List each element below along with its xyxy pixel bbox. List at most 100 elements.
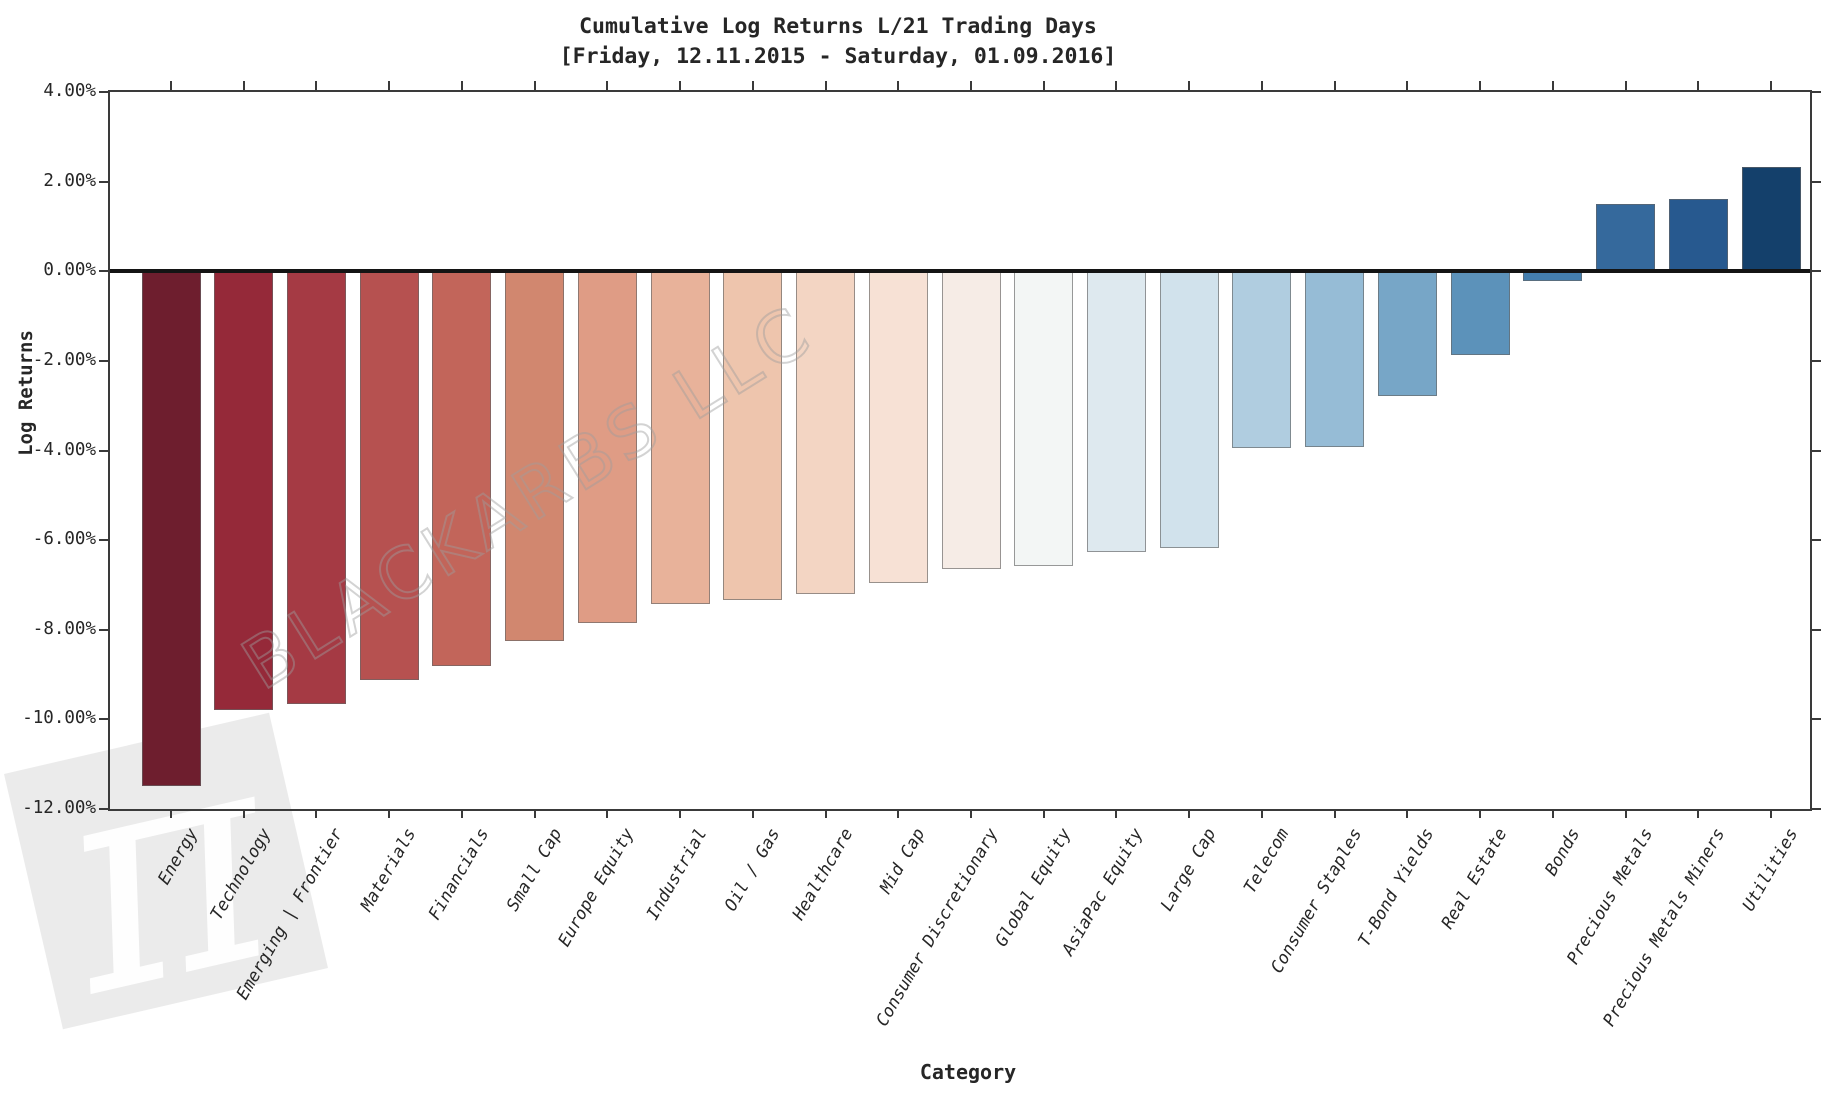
x-tick-top [679, 81, 682, 90]
x-tick-top [1042, 81, 1045, 90]
x-tick-bottom [1406, 809, 1409, 818]
x-tick-top [1624, 81, 1627, 90]
x-tick-label: Large Cap [1157, 825, 1221, 915]
y-tick-label: 2.00% [43, 170, 96, 191]
y-tick-right [1812, 539, 1821, 542]
x-tick-bottom [897, 809, 900, 818]
x-tick-label: Industrial [642, 825, 712, 924]
y-tick-label: -6.00% [32, 529, 96, 550]
y-tick-right [1812, 449, 1821, 452]
x-tick-bottom [170, 809, 172, 818]
bar-large-cap [1159, 271, 1219, 548]
bar-global-equity [1014, 271, 1074, 567]
bar-financials [432, 271, 492, 666]
x-tick-top [460, 81, 463, 90]
x-tick-top [388, 81, 391, 90]
x-tick-bottom [1551, 809, 1554, 818]
y-tick-label: -12.00% [22, 798, 96, 818]
x-tick-label: Telecom [1240, 825, 1294, 898]
x-tick-label: Energy [154, 825, 203, 889]
left-spine [108, 92, 110, 809]
x-tick-top [751, 81, 754, 90]
x-tick-label: Financials [424, 825, 494, 924]
y-tick-label: -8.00% [32, 618, 96, 639]
x-tick-bottom [1333, 809, 1336, 818]
x-tick-top [1770, 81, 1772, 90]
bar-consumer-staples [1305, 271, 1365, 448]
x-tick-top [1697, 81, 1700, 90]
x-tick-top [897, 81, 900, 90]
x-tick-top [1551, 81, 1554, 90]
x-tick-label: Europe Equity [554, 825, 639, 951]
x-tick-bottom [1042, 809, 1045, 818]
y-tick-label: -4.00% [32, 439, 96, 460]
chart-title-line1: Cumulative Log Returns L/21 Trading Days [579, 14, 1097, 39]
y-tick-right [1812, 180, 1821, 183]
x-tick-label: Bonds [1541, 825, 1585, 880]
x-tick-top [315, 81, 318, 90]
y-tick-right [1812, 628, 1821, 631]
y-tick-label: -10.00% [22, 708, 96, 729]
x-tick-label: Consumer Discretionary [872, 825, 1003, 1031]
y-tick-left [99, 808, 108, 810]
bar-utilities [1741, 167, 1801, 272]
bar-emerging-frontier [286, 271, 346, 704]
x-tick-bottom [1697, 809, 1700, 818]
y-tick-left [99, 270, 108, 273]
x-tick-label: Consumer Staples [1266, 825, 1366, 977]
y-axis-label: Log Returns [15, 330, 37, 456]
y-tick-right [1812, 270, 1821, 273]
bar-europe-equity [577, 271, 637, 624]
x-tick-top [1406, 81, 1409, 90]
x-tick-bottom [824, 809, 827, 818]
x-tick-bottom [1115, 809, 1118, 818]
chart-title: Cumulative Log Returns L/21 Trading Days… [138, 12, 1538, 72]
x-tick-bottom [970, 809, 972, 818]
x-tick-label: Global Equity [991, 825, 1076, 951]
x-tick-top [970, 81, 972, 90]
bar-real-estate [1450, 271, 1510, 355]
x-tick-bottom [315, 809, 318, 818]
bar-energy [141, 271, 201, 786]
x-tick-top [1115, 81, 1118, 90]
top-spine [108, 90, 1812, 92]
y-tick-left [99, 359, 108, 362]
bar-oil-gas [723, 271, 783, 600]
x-tick-top [1333, 81, 1336, 90]
x-tick-bottom [679, 809, 682, 818]
x-tick-bottom [606, 809, 609, 818]
x-tick-top [1260, 81, 1263, 90]
y-tick-left [99, 628, 108, 631]
y-tick-right [1812, 718, 1821, 721]
y-tick-left [99, 91, 108, 93]
x-tick-bottom [533, 809, 536, 818]
bar-asiapac-equity [1086, 271, 1146, 553]
bar-small-cap [505, 271, 565, 641]
x-tick-top [242, 81, 245, 90]
bar-industrial [650, 271, 710, 604]
bar-precious-metals-miners [1668, 199, 1728, 272]
y-tick-left [99, 180, 108, 183]
x-tick-label: Precious Metals Miners [1599, 825, 1730, 1031]
x-tick-bottom [388, 809, 391, 818]
x-tick-label: Technology [206, 825, 276, 924]
bar-technology [214, 271, 274, 711]
y-tick-right [1812, 359, 1821, 362]
x-tick-label: Healthcare [788, 825, 857, 924]
zero-line [110, 269, 1810, 273]
y-tick-left [99, 539, 108, 542]
bar-precious-metals [1596, 204, 1656, 272]
x-tick-bottom [460, 809, 463, 818]
x-tick-top [533, 81, 536, 90]
chart-title-line2: [Friday, 12.11.2015 - Saturday, 01.09.20… [559, 44, 1117, 69]
bar-materials [359, 271, 419, 681]
x-tick-top [1188, 81, 1191, 90]
x-tick-label: Real Estate [1437, 825, 1512, 933]
bar-healthcare [796, 271, 856, 594]
x-tick-bottom [1479, 809, 1482, 818]
x-tick-label: Materials [357, 825, 421, 915]
bottom-spine [108, 809, 1812, 811]
x-tick-bottom [1188, 809, 1191, 818]
x-tick-label: AsiaPac Equity [1058, 825, 1148, 960]
